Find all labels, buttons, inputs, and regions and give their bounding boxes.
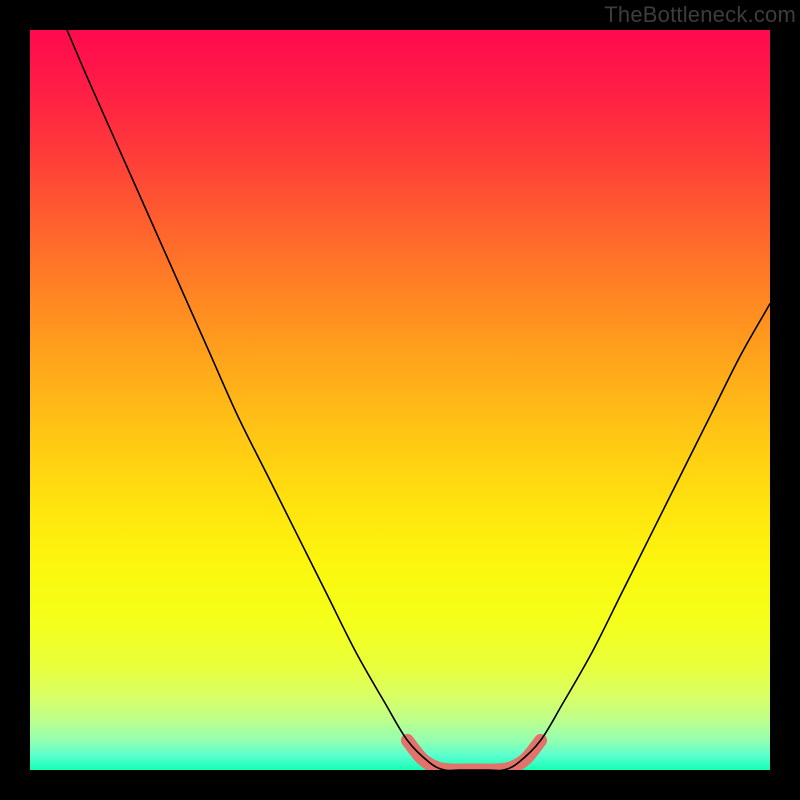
- bottleneck-chart: [0, 0, 800, 800]
- watermark-text: TheBottleneck.com: [604, 2, 796, 28]
- gradient-background: [30, 30, 770, 770]
